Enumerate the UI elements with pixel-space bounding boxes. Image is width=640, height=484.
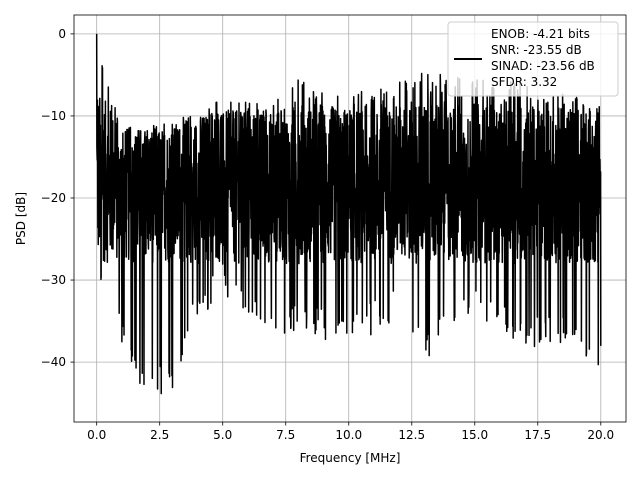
legend-snr: SNR: -23.55 dB [491, 43, 582, 57]
y-tick-label: −30 [41, 273, 66, 287]
x-tick-label: 15.0 [461, 428, 488, 442]
x-tick-label: 12.5 [398, 428, 425, 442]
legend-sfdr: SFDR: 3.32 [491, 75, 557, 89]
legend: ENOB: -4.21 bits SNR: -23.55 dB SINAD: -… [447, 21, 619, 97]
x-tick-label: 5.0 [213, 428, 232, 442]
y-tick-label: −40 [41, 355, 66, 369]
x-axis-label: Frequency [MHz] [300, 451, 401, 465]
y-axis-label: PSD [dB] [14, 192, 28, 245]
x-tick-label: 20.0 [587, 428, 614, 442]
y-tick-label: 0 [58, 27, 66, 41]
legend-enob: ENOB: -4.21 bits [491, 27, 590, 41]
axes-frame [73, 14, 627, 423]
y-tick-label: −20 [41, 191, 66, 205]
y-tick-label: −10 [41, 109, 66, 123]
x-tick-label: 10.0 [335, 428, 362, 442]
psd-series-line [95, 33, 602, 395]
x-tick-label: 7.5 [276, 428, 295, 442]
x-tick-label: 0.0 [87, 428, 106, 442]
series-layer [95, 33, 602, 395]
legend-box [447, 21, 619, 97]
legend-sinad: SINAD: -23.56 dB [491, 59, 595, 73]
tick-layer: 0.0 2.5 5.0 7.5 10.0 12.5 15.0 17.5 20.0 0 −10 −20 −… [41, 27, 614, 442]
x-tick-label: 2.5 [150, 428, 169, 442]
x-tick-label: 17.5 [524, 428, 551, 442]
